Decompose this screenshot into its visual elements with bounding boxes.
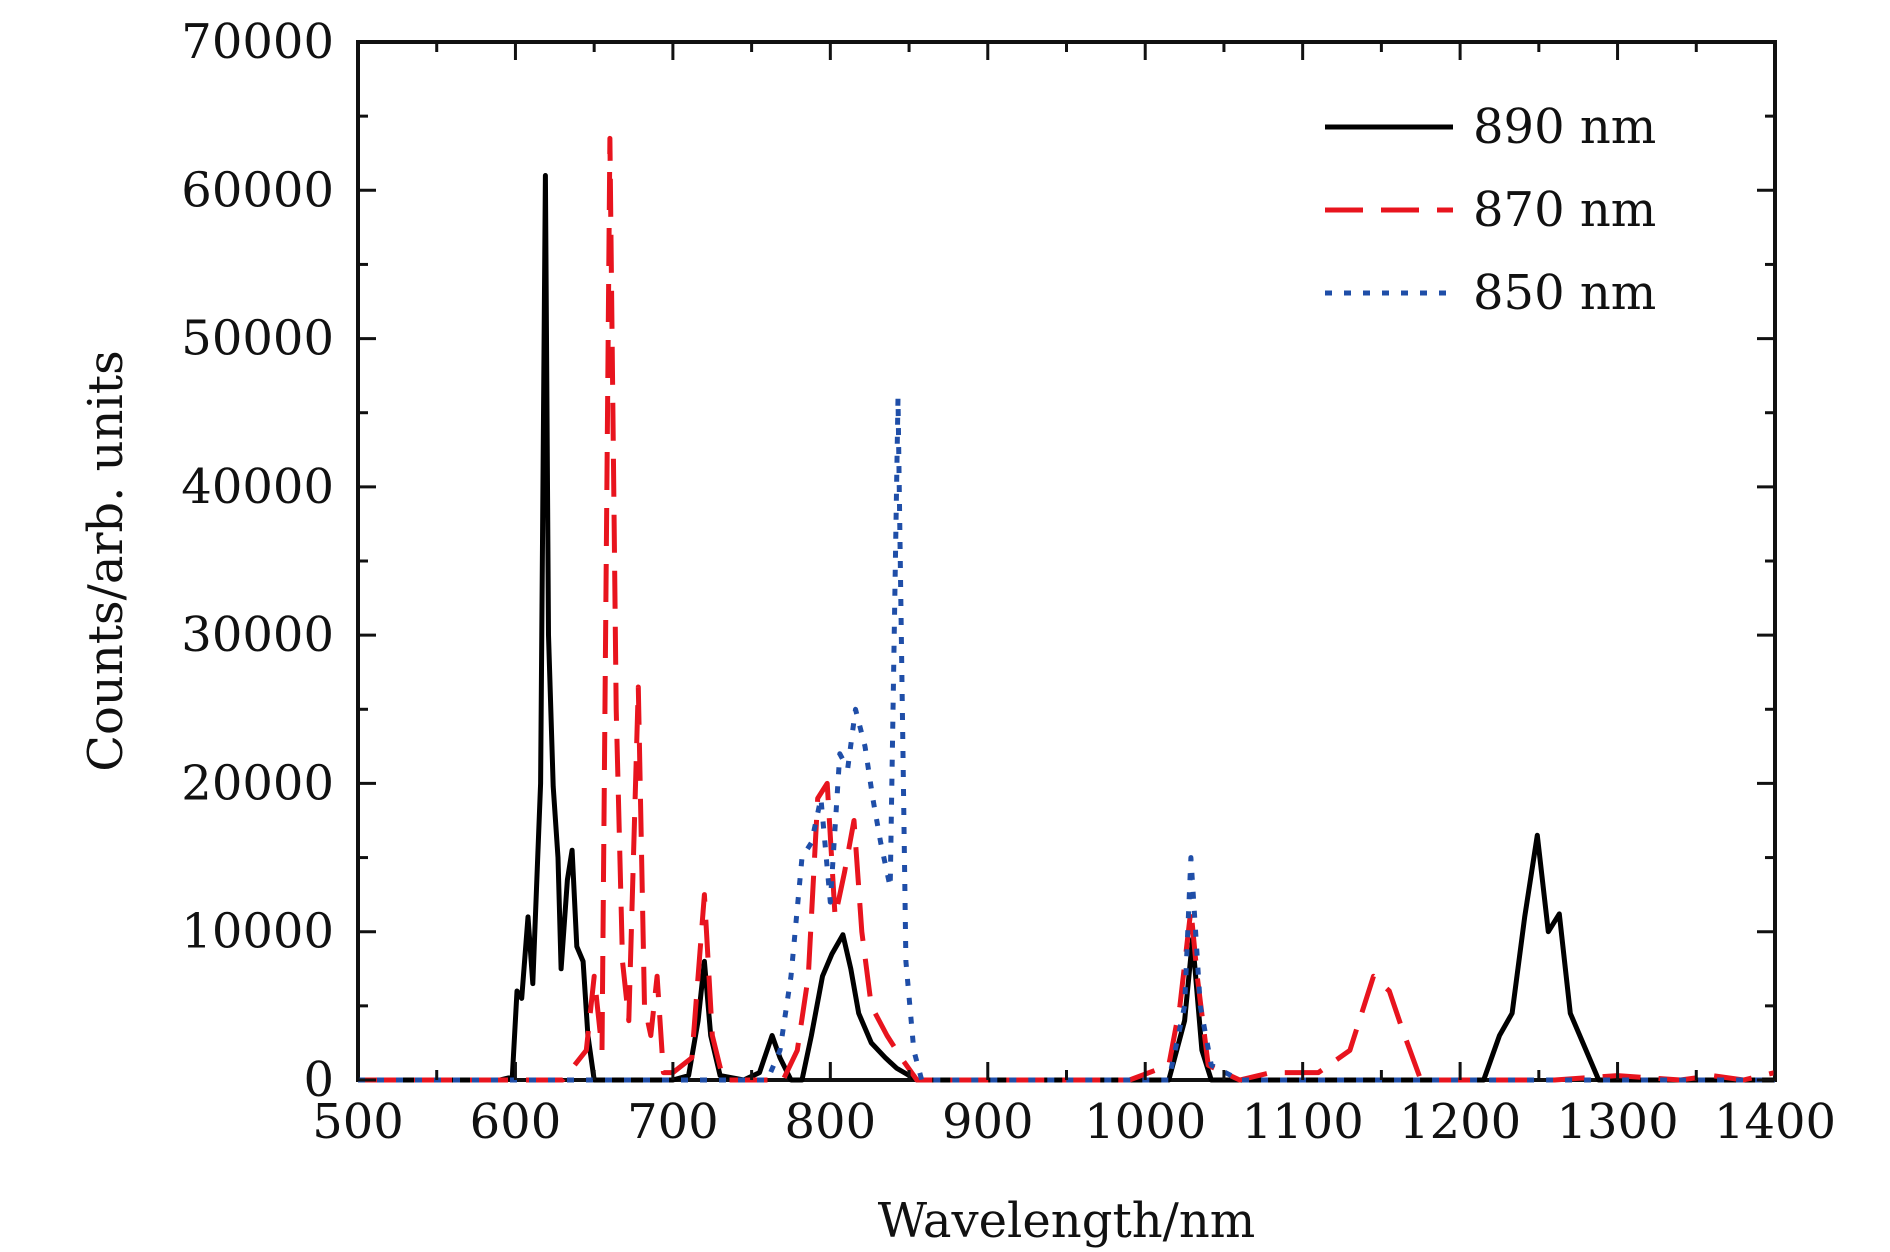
series-line-850-nm [358, 395, 1775, 1083]
y-tick-label: 60000 [181, 162, 334, 218]
x-tick-label: 500 [312, 1094, 404, 1150]
legend-label: 870 nm [1473, 182, 1656, 238]
legend-label: 850 nm [1473, 265, 1656, 321]
series-line-870-nm [358, 135, 1776, 1083]
x-tick-label: 1300 [1556, 1094, 1678, 1150]
y-tick-label: 0 [303, 1052, 334, 1108]
y-tick-label: 50000 [181, 311, 334, 367]
y-tick-label: 40000 [181, 459, 334, 515]
x-tick-label: 1000 [1084, 1094, 1206, 1150]
y-tick-label: 70000 [181, 14, 334, 70]
y-tick-label: 20000 [181, 755, 334, 811]
x-axis-title: Wavelength/nm [878, 1193, 1256, 1249]
x-tick-label: 1200 [1399, 1094, 1521, 1150]
x-tick-label: 1100 [1242, 1094, 1364, 1150]
y-tick-label: 30000 [181, 607, 334, 663]
legend-label: 890 nm [1473, 99, 1656, 155]
legend: 890 nm 870 nm 850 nm [1325, 99, 1656, 321]
y-tick-label: 10000 [181, 904, 334, 960]
series-line-890-nm [358, 173, 1775, 1083]
x-tick-label: 600 [470, 1094, 562, 1150]
x-tick-label: 1400 [1714, 1094, 1836, 1150]
x-tick-label: 900 [942, 1094, 1034, 1150]
tick-layer: 500 600 700 800 900 1000 1100 1200 1300 1400 0 1000… [181, 14, 1836, 1150]
x-tick-label: 800 [785, 1094, 877, 1150]
x-tick-label: 700 [627, 1094, 719, 1150]
y-axis-title: Counts/arb. units [78, 350, 134, 771]
